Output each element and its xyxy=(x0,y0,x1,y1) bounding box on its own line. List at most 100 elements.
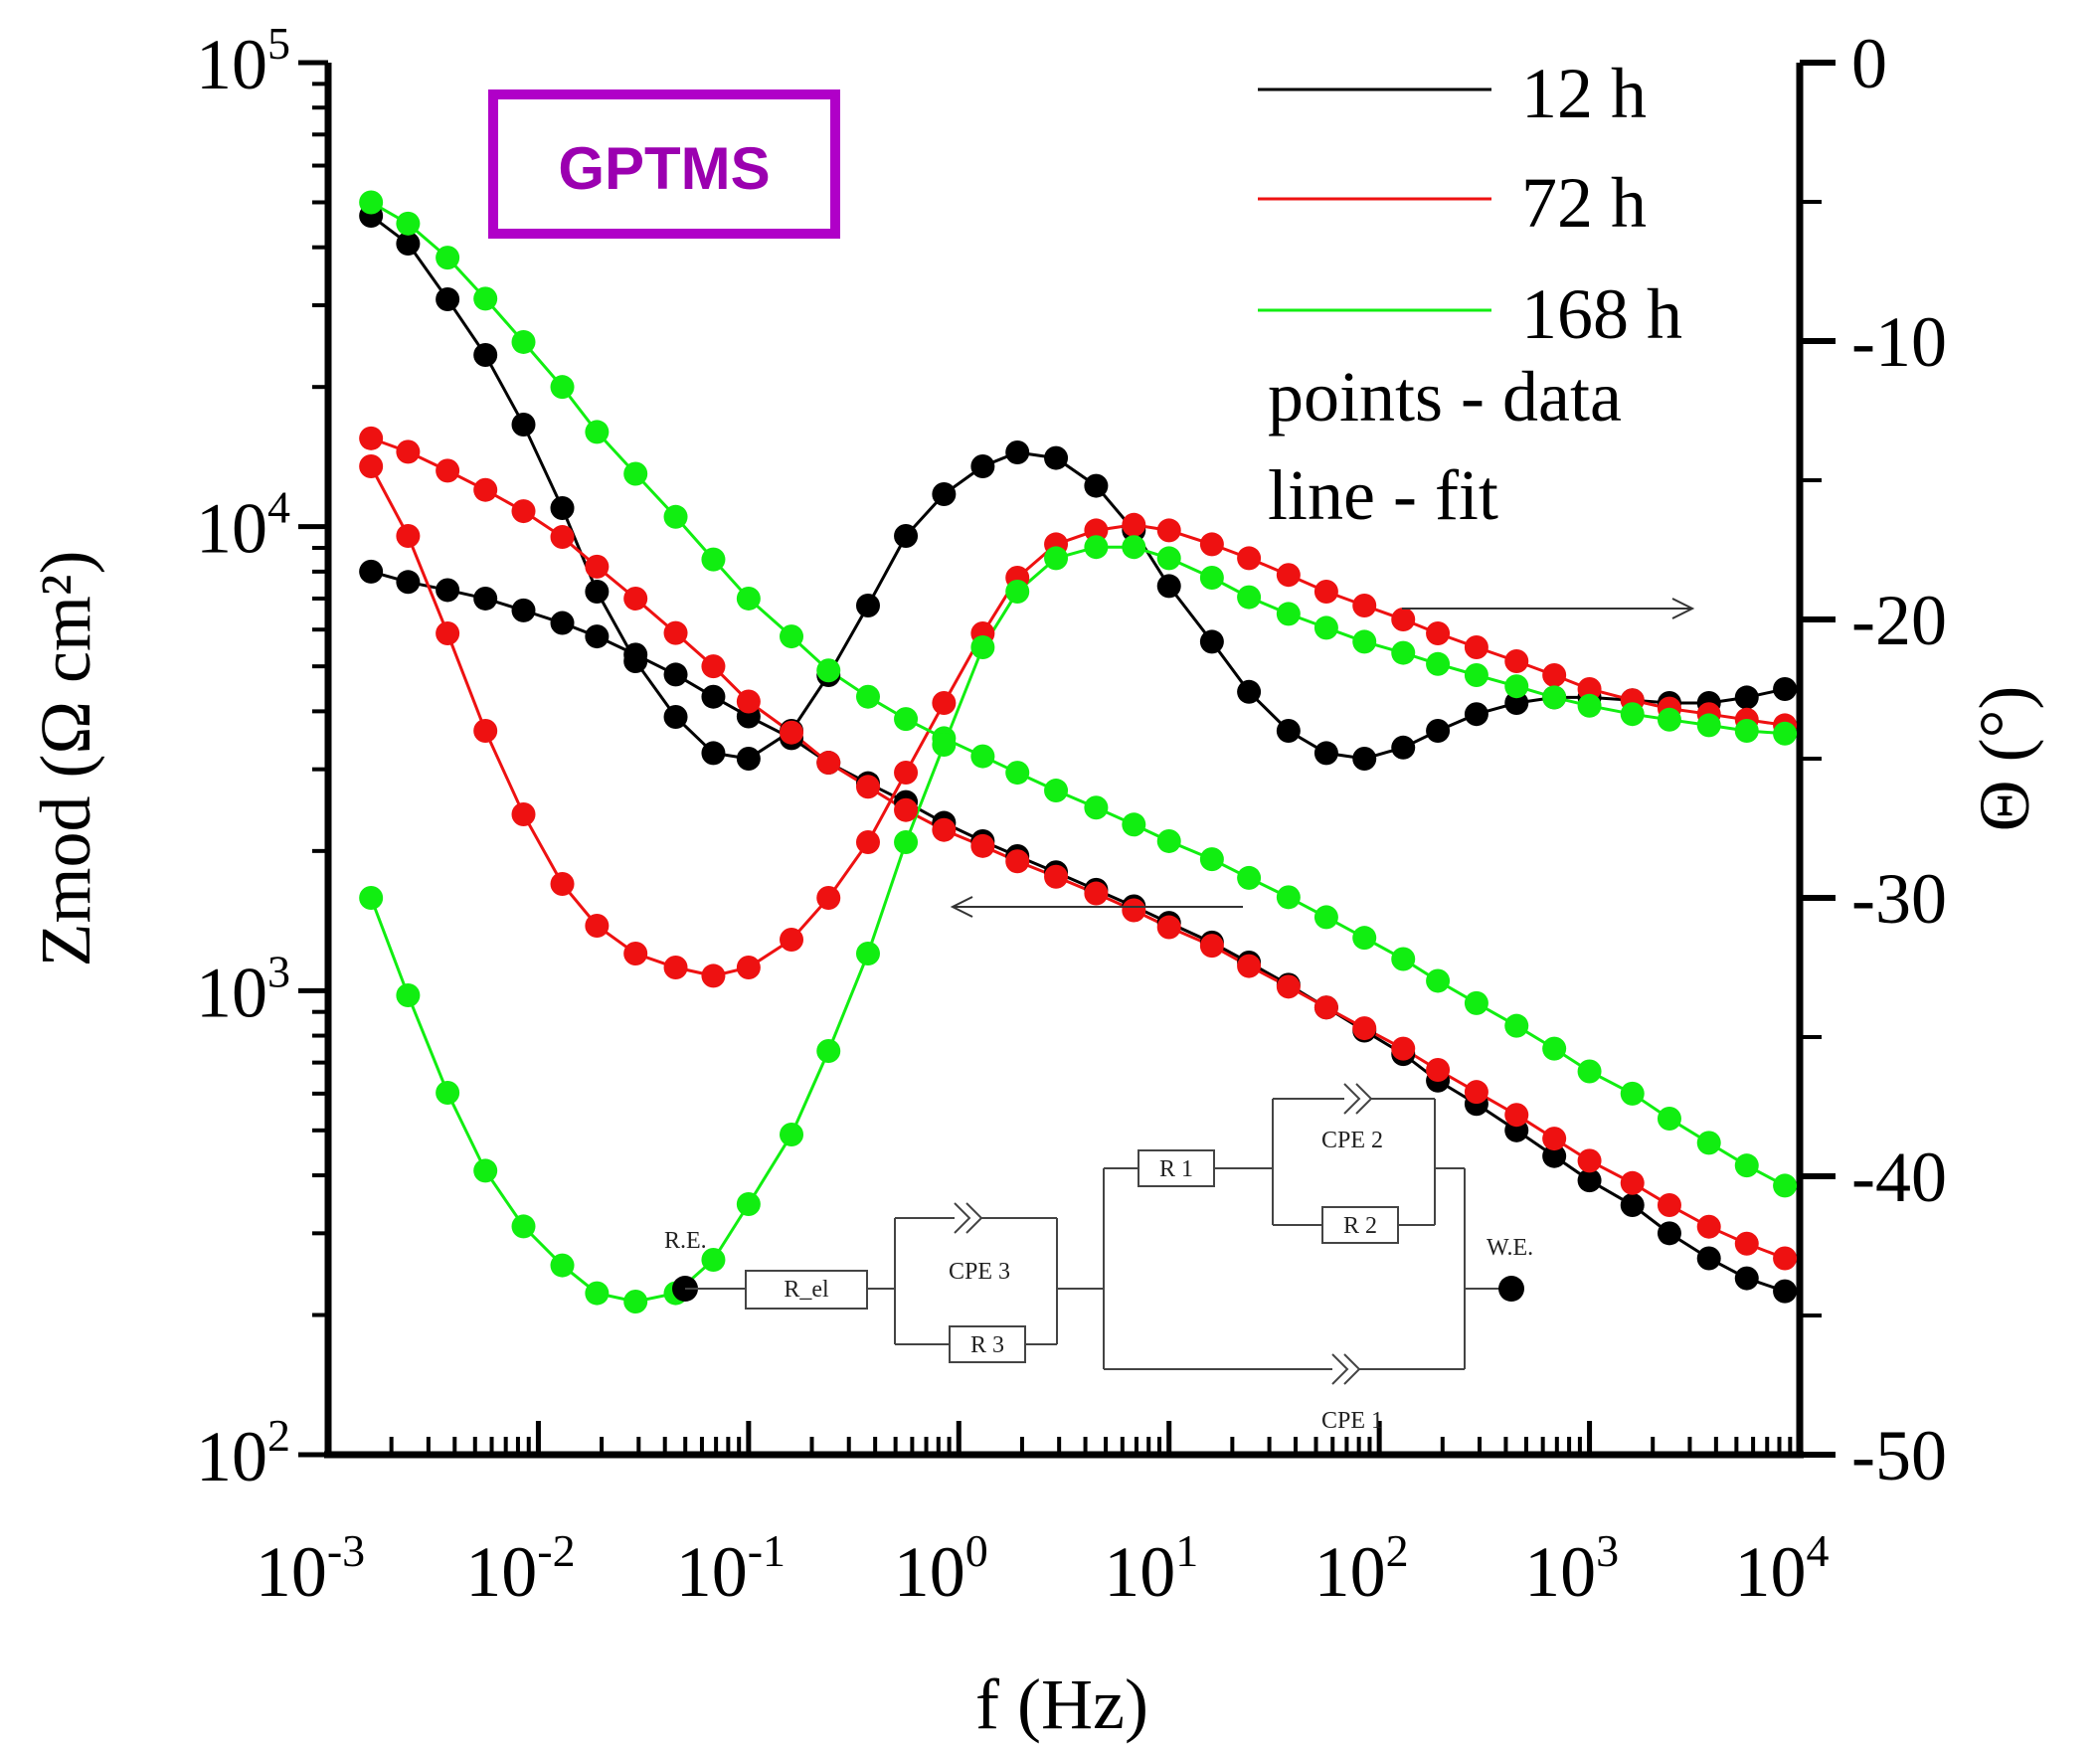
data-point-72h-zmod xyxy=(816,751,841,776)
axis-arrows xyxy=(950,598,1695,918)
data-point-168h-zmod xyxy=(1084,795,1109,820)
data-point-168h-zmod xyxy=(855,684,880,709)
tick-labels-group: 10-3 10-2 10-1 100 101 102 103 104 102 103 104 105 0… xyxy=(196,18,1947,1612)
data-point-72h-phase xyxy=(1199,532,1224,557)
data-point-12h-zmod xyxy=(359,559,384,584)
data-point-168h-phase xyxy=(1577,693,1602,718)
data-point-12h-phase xyxy=(1391,735,1416,760)
circuit-label-r2: R 2 xyxy=(1343,1213,1377,1239)
data-point-168h-phase xyxy=(1156,546,1181,571)
data-point-12h-phase xyxy=(1199,629,1224,654)
x-tick-label: 104 xyxy=(1735,1525,1830,1612)
data-point-72h-zmod xyxy=(1005,849,1030,874)
data-point-12h-phase xyxy=(1504,691,1529,715)
data-point-72h-zmod xyxy=(1122,898,1146,923)
data-point-168h-phase xyxy=(1542,685,1567,710)
data-point-72h-zmod xyxy=(1657,1193,1681,1218)
data-point-168h-zmod xyxy=(1276,885,1301,910)
x-tick-label: 101 xyxy=(1104,1525,1198,1612)
data-point-168h-zmod xyxy=(1313,905,1338,930)
data-point-12h-phase xyxy=(1084,473,1109,498)
data-point-72h-phase xyxy=(550,872,575,896)
data-point-168h-phase xyxy=(970,635,995,659)
data-point-168h-phase xyxy=(396,983,421,1007)
data-point-168h-zmod xyxy=(623,461,648,486)
data-point-168h-zmod xyxy=(396,211,421,236)
data-point-168h-phase xyxy=(585,1281,610,1306)
data-point-72h-zmod xyxy=(855,775,880,799)
data-point-72h-phase xyxy=(736,956,761,979)
sample-label-box xyxy=(488,89,840,239)
data-point-168h-zmod xyxy=(1426,968,1451,993)
data-point-168h-phase xyxy=(436,1081,460,1105)
data-point-72h-phase xyxy=(1084,518,1109,543)
data-point-168h-phase xyxy=(550,1253,575,1278)
data-point-12h-phase xyxy=(1426,719,1451,743)
data-point-168h-phase xyxy=(1313,615,1338,640)
data-point-72h-phase xyxy=(511,802,536,826)
data-point-12h-phase xyxy=(585,580,610,604)
data-point-72h-zmod xyxy=(1464,1080,1488,1105)
data-point-12h-zmod xyxy=(511,598,536,622)
data-point-72h-zmod xyxy=(1044,864,1069,889)
data-point-12h-zmod xyxy=(396,570,421,595)
data-point-72h-zmod xyxy=(1391,1036,1416,1061)
data-point-72h-phase xyxy=(894,761,919,785)
x-tick-label: 103 xyxy=(1524,1525,1619,1612)
right-tick-label: -30 xyxy=(1851,859,1947,939)
data-point-72h-zmod xyxy=(1577,1148,1602,1173)
data-point-168h-zmod xyxy=(436,246,460,270)
x-tick-label: 102 xyxy=(1314,1525,1409,1612)
data-point-168h-zmod xyxy=(550,375,575,400)
right-axis-arrow-head xyxy=(1671,598,1695,619)
data-point-168h-phase xyxy=(1620,702,1645,727)
data-point-72h-phase xyxy=(1352,594,1377,617)
circuit-labels: R.E. R_el CPE 3 R 3 R 1 CPE 2 R 2 W.E. C… xyxy=(664,1128,1533,1434)
data-point-72h-phase xyxy=(855,830,880,854)
data-point-72h-phase xyxy=(1313,580,1338,604)
data-point-168h-zmod xyxy=(701,547,726,572)
data-point-12h-zmod xyxy=(1734,1266,1759,1291)
left-tick-label: 104 xyxy=(196,482,290,569)
data-point-168h-phase xyxy=(1237,585,1262,610)
data-point-168h-zmod xyxy=(1696,1131,1721,1155)
data-point-12h-phase xyxy=(855,594,880,617)
right-y-axis-title: Θ (°) xyxy=(1965,686,2044,832)
circuit-label-we: W.E. xyxy=(1487,1235,1533,1261)
data-point-168h-phase xyxy=(1044,546,1069,571)
ticks-group xyxy=(298,60,1836,1458)
data-point-168h-phase xyxy=(1504,674,1529,699)
data-point-72h-zmod xyxy=(1313,995,1338,1020)
data-point-12h-zmod xyxy=(1696,1246,1721,1271)
legend-label-12h: 12 h xyxy=(1521,54,1647,133)
data-point-12h-phase xyxy=(436,287,460,311)
x-tick-label: 10-3 xyxy=(256,1525,365,1612)
working-electrode-node xyxy=(1498,1276,1524,1302)
data-point-12h-phase xyxy=(1005,440,1030,464)
data-point-72h-phase xyxy=(780,928,804,952)
data-point-72h-zmod xyxy=(894,797,919,822)
data-point-168h-zmod xyxy=(1122,812,1146,837)
data-point-72h-phase xyxy=(1391,608,1416,631)
data-point-168h-phase xyxy=(816,1039,841,1063)
left-axis-arrow-head xyxy=(950,896,973,918)
data-point-72h-zmod xyxy=(1734,1231,1759,1256)
data-point-12h-zmod xyxy=(473,586,498,611)
data-point-168h-zmod xyxy=(1391,947,1416,971)
data-point-12h-zmod xyxy=(1657,1221,1681,1246)
data-point-12h-phase xyxy=(1313,741,1338,766)
data-point-72h-zmod xyxy=(396,439,421,464)
resistor-rel xyxy=(745,1270,868,1310)
left-tick-label: 102 xyxy=(196,1410,290,1496)
data-point-168h-phase xyxy=(1696,713,1721,738)
legend-note-points: points - data xyxy=(1268,357,1622,437)
x-axis-title: f (Hz) xyxy=(975,1664,1148,1744)
data-point-72h-zmod xyxy=(780,720,804,745)
x-tick-label: 10-2 xyxy=(465,1525,575,1612)
data-point-72h-phase xyxy=(701,963,726,988)
data-point-72h-phase xyxy=(1237,546,1262,571)
right-tick-label: -20 xyxy=(1851,581,1947,660)
data-point-168h-zmod xyxy=(1504,1013,1529,1038)
data-point-72h-phase xyxy=(623,942,648,965)
